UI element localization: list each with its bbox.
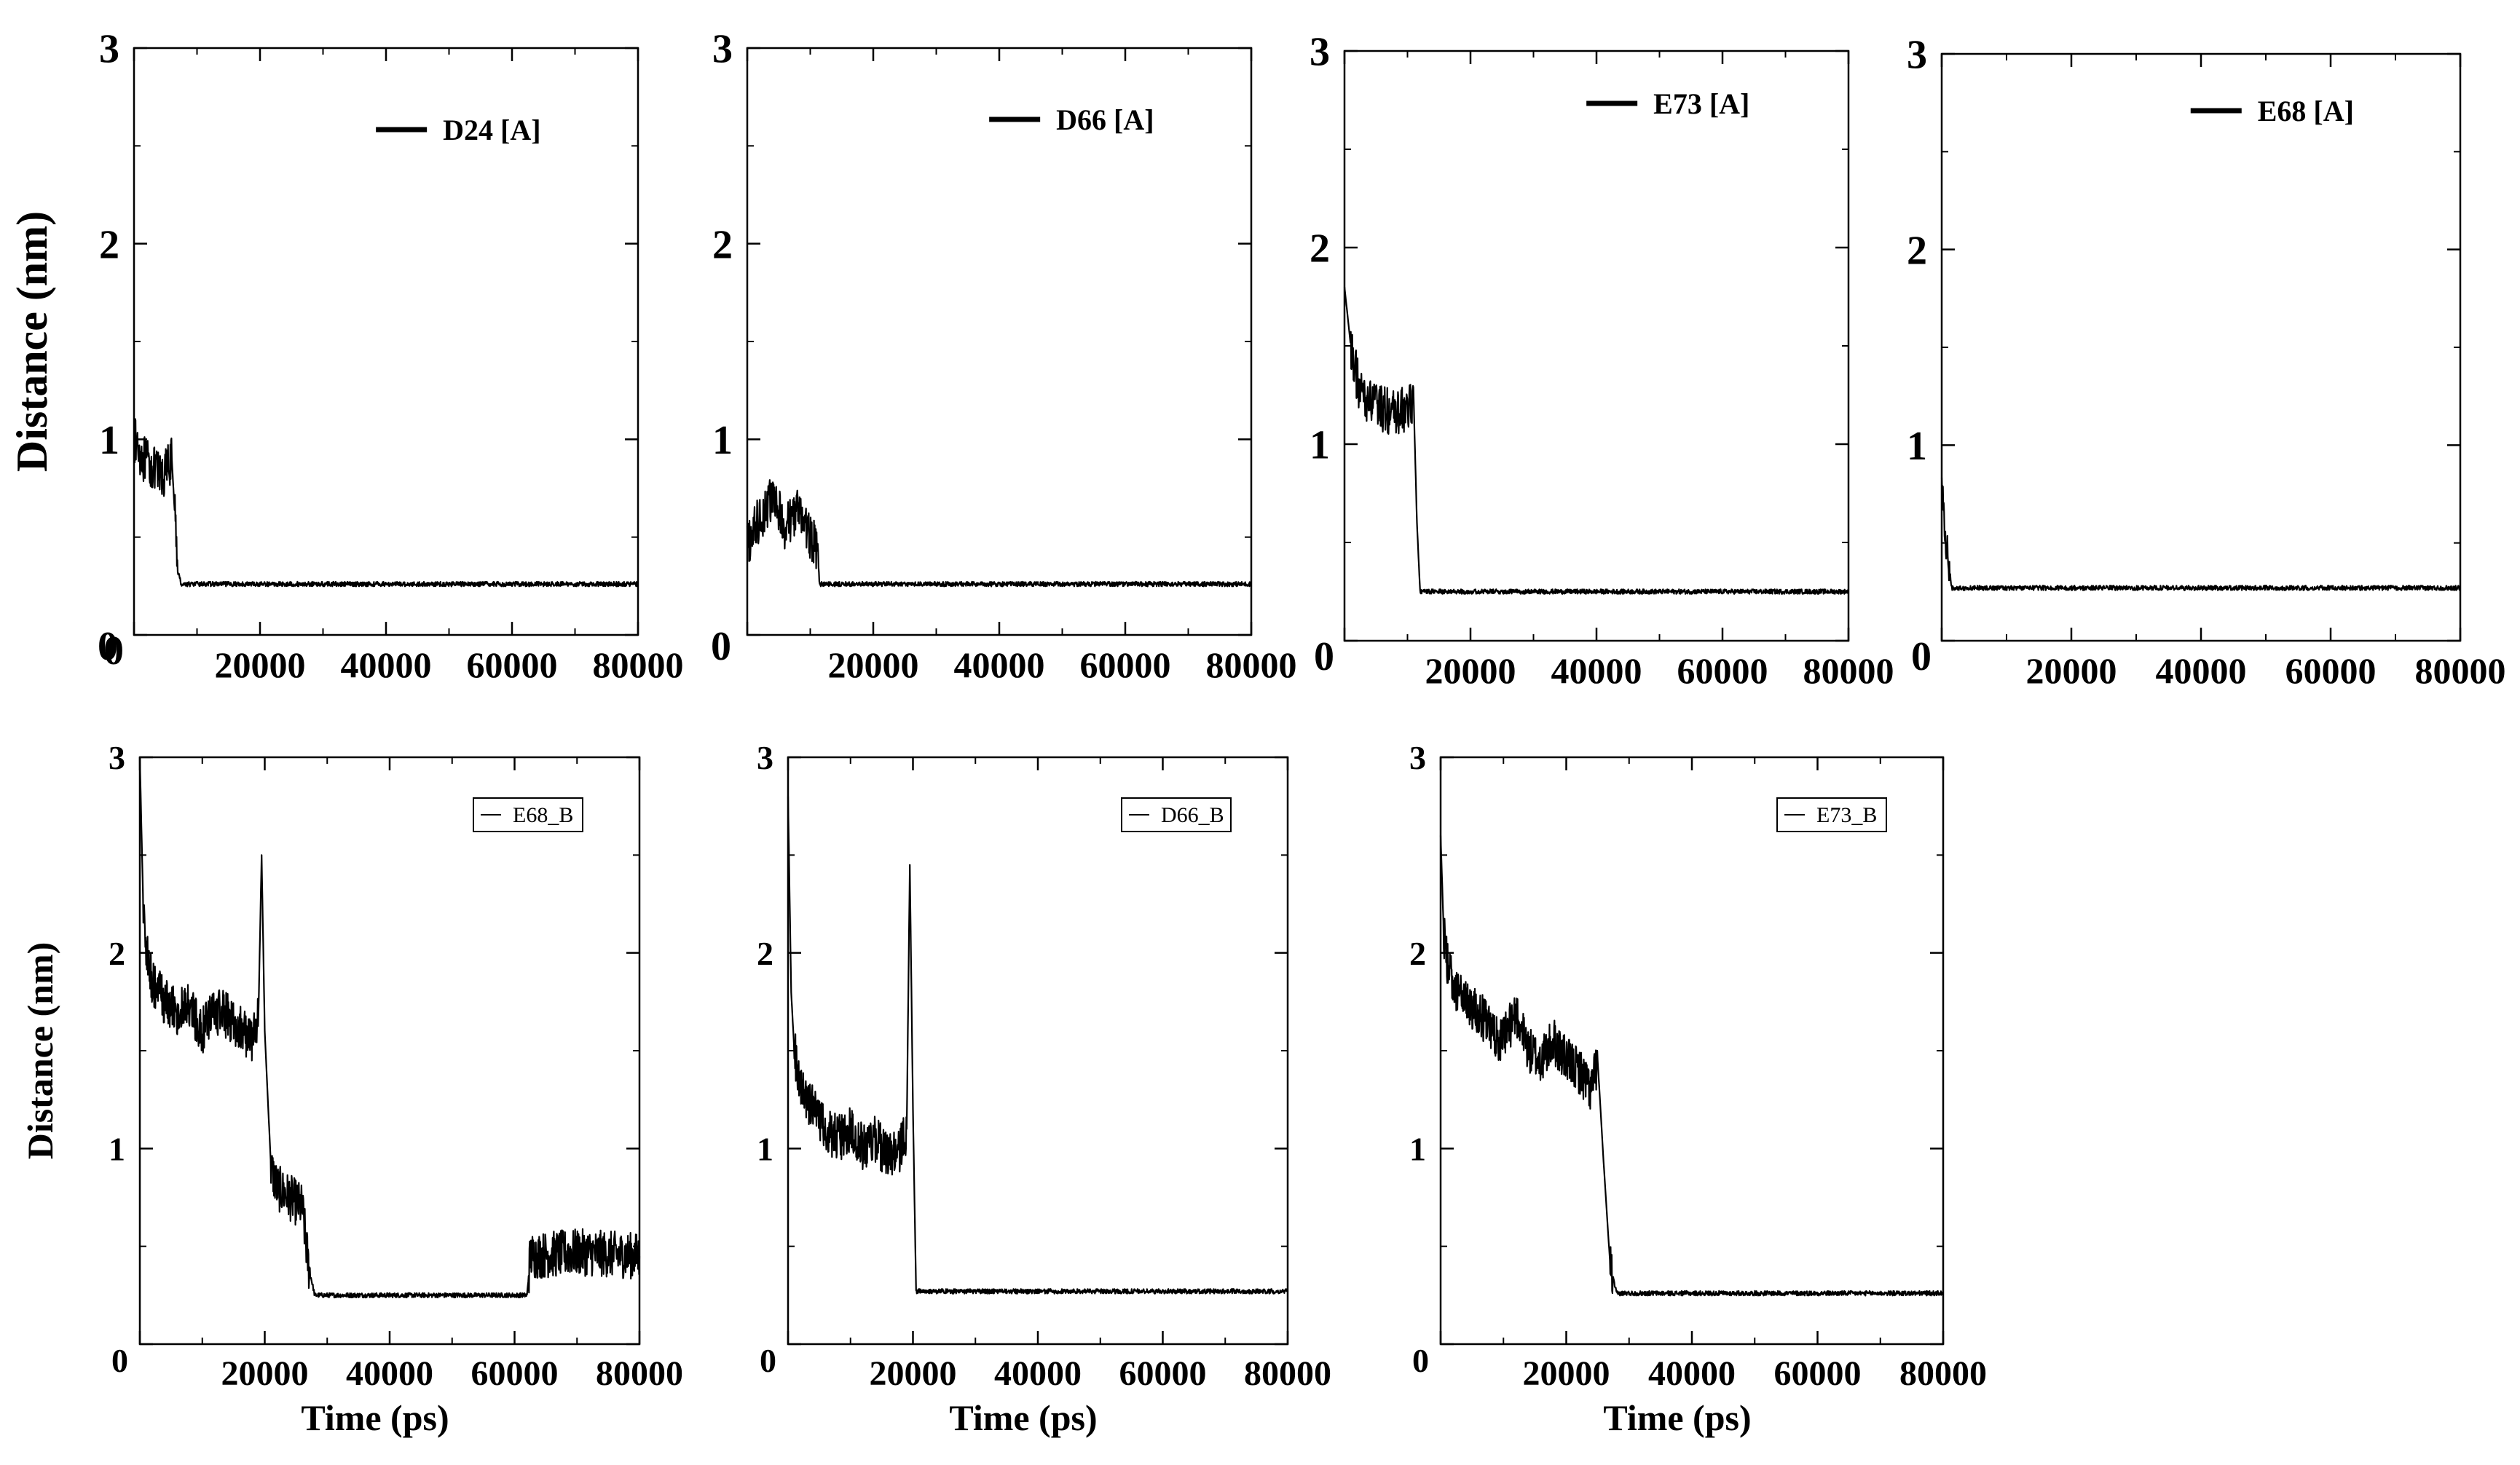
plot-frame: [787, 756, 1289, 1346]
series-line: [133, 418, 639, 588]
x-tick-label: 20000: [1523, 1354, 1610, 1393]
x-tick-label: 60000: [467, 644, 558, 685]
y-tick-label: 2: [757, 935, 773, 972]
y-origin-label: 0: [711, 624, 731, 669]
x-origin-label: 0: [111, 1342, 128, 1379]
plot-frame: [746, 47, 1253, 636]
y-tick-label: 1: [712, 418, 733, 463]
series-line: [746, 479, 1252, 588]
panel-top-3: 20000 40000 60000 80000 1 2 3 0 E73 [A]: [1310, 30, 1894, 691]
y-tick-label: 1: [109, 1130, 125, 1167]
panel-bottom-3: 20000 40000 60000 80000 1 2 3 0 Time (ps) E73_B: [1409, 739, 1987, 1438]
x-tick-label: 80000: [1803, 650, 1894, 691]
panel-bottom-1: 20000 40000 60000 80000 1 2 3 0 Distance (nm) Tim…: [20, 739, 683, 1438]
y-tick-label: 2: [109, 935, 125, 972]
y-tick-label: 1: [757, 1130, 773, 1167]
y-tick-label: 1: [1310, 423, 1330, 468]
panel-top-1: 20000 40000 60000 80000 1 2 3 00 Distance (nm) D2…: [8, 27, 684, 685]
y-tick-label: 2: [712, 222, 733, 267]
legend-label: E73 [A]: [1653, 87, 1749, 120]
y-tick-label: 2: [1409, 935, 1426, 972]
x-tick-label: 80000: [1206, 644, 1297, 685]
plot-frame: [1940, 52, 2462, 642]
x-tick-label: 80000: [1244, 1354, 1331, 1393]
y-tick-label: 1: [99, 418, 119, 463]
y-tick-label: 3: [99, 27, 119, 72]
legend-label: E73_B: [1816, 803, 1877, 827]
x-tick-label: 40000: [994, 1354, 1082, 1393]
x-axis-title: Time (ps): [301, 1397, 449, 1438]
y-tick-label: 2: [1907, 228, 1927, 273]
x-origin-label: 0: [760, 1342, 776, 1379]
x-tick-label: 80000: [596, 1354, 683, 1393]
y-tick-label: 2: [1310, 226, 1330, 272]
y-tick-label: 3: [109, 739, 125, 776]
x-origin-label: 0: [1412, 1342, 1429, 1379]
panel-top-4: 20000 40000 60000 80000 1 2 3 0 E68 [A]: [1907, 33, 2506, 691]
x-tick-label: 40000: [1648, 1354, 1736, 1393]
x-tick-label: 20000: [2026, 650, 2117, 691]
plot-frame: [133, 47, 639, 636]
x-tick-label: 60000: [1774, 1354, 1862, 1393]
x-tick-label: 40000: [346, 1354, 433, 1393]
y-tick-label: 3: [1409, 739, 1426, 776]
x-tick-label: 80000: [1899, 1354, 1987, 1393]
y-tick-label: 2: [99, 222, 119, 267]
y-tick-label: 1: [1907, 424, 1927, 469]
panel-bottom-2: 20000 40000 60000 80000 1 2 3 0 Time (ps) D66_B: [757, 739, 1331, 1438]
x-tick-label: 60000: [1080, 644, 1171, 685]
x-origin-label: 0: [1314, 634, 1334, 679]
legend-label: D24 [A]: [443, 114, 540, 146]
y-tick-label: 1: [1409, 1130, 1426, 1167]
x-tick-label: 60000: [1677, 650, 1768, 691]
y-axis-title: Distance (nm): [20, 942, 60, 1160]
x-tick-label: 20000: [221, 1354, 309, 1393]
x-origin-label: 0: [103, 628, 124, 674]
x-tick-label: 80000: [593, 644, 684, 685]
legend-box: [473, 797, 583, 832]
series-line: [1439, 835, 1945, 1297]
x-origin-label: 0: [1911, 634, 1932, 679]
x-tick-label: 20000: [215, 644, 306, 685]
x-tick-label: 20000: [1425, 650, 1516, 691]
x-axis-title: Time (ps): [1603, 1397, 1751, 1438]
y-origin-label: 0: [98, 624, 118, 669]
y-tick-label: 3: [712, 27, 733, 72]
legend-label: D66_B: [1161, 803, 1224, 827]
x-tick-label: 20000: [828, 644, 919, 685]
x-tick-label: 40000: [954, 644, 1045, 685]
y-tick-label: 3: [757, 739, 773, 776]
x-tick-label: 60000: [1119, 1354, 1207, 1393]
series-line: [138, 757, 641, 1299]
plot-frame: [1343, 50, 1850, 642]
series-line: [787, 796, 1289, 1295]
y-tick-label: 3: [1310, 30, 1330, 75]
y-tick-label: 3: [1907, 33, 1927, 78]
x-axis-title: Time (ps): [949, 1397, 1097, 1438]
x-tick-label: 20000: [870, 1354, 957, 1393]
plot-frame: [1439, 756, 1945, 1346]
x-tick-label: 60000: [471, 1354, 559, 1393]
series-line: [1343, 286, 1850, 595]
panel-top-2: 20000 40000 60000 80000 1 2 3 0 D66 [A]: [711, 27, 1297, 685]
x-tick-label: 40000: [2156, 650, 2247, 691]
legend-label: E68 [A]: [2258, 95, 2354, 127]
x-tick-label: 60000: [2285, 650, 2377, 691]
y-axis-title: Distance (nm): [8, 211, 56, 472]
x-tick-label: 40000: [341, 644, 432, 685]
legend-label: E68_B: [513, 803, 573, 827]
series-line: [1940, 477, 2462, 591]
x-tick-label: 80000: [2415, 650, 2506, 691]
legend-label: D66 [A]: [1056, 103, 1154, 136]
x-tick-label: 40000: [1551, 650, 1642, 691]
